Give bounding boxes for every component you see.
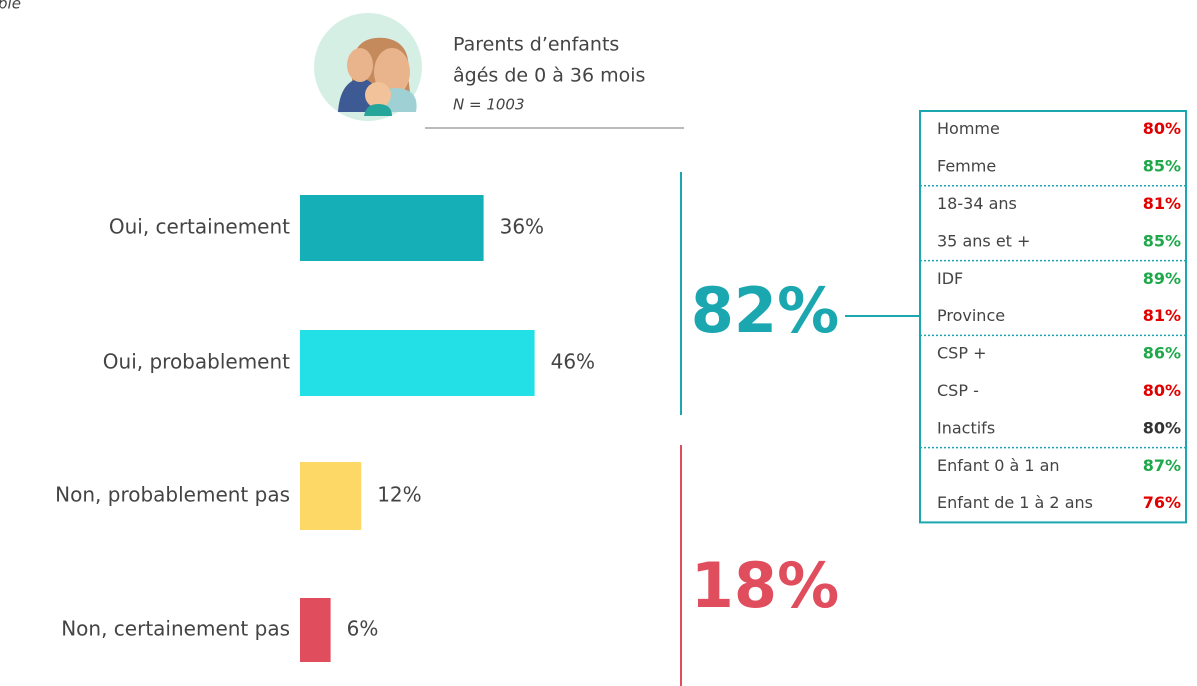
breakdown-value: 89% — [1143, 269, 1181, 288]
total-label: 18% — [691, 549, 839, 622]
value-label: 12% — [377, 483, 421, 507]
category-label: Oui, certainement — [109, 215, 290, 239]
header-line: Parents d’enfants — [453, 34, 619, 56]
value-label: 6% — [347, 617, 379, 641]
corner-note: ble — [0, 0, 21, 13]
bar — [300, 195, 484, 261]
breakdown-label: 35 ans et + — [937, 231, 1030, 250]
breakdown-value: 86% — [1143, 344, 1181, 363]
breakdown-value: 76% — [1143, 493, 1181, 512]
breakdown-value: 81% — [1143, 194, 1181, 213]
category-label: Non, certainement pas — [61, 617, 290, 641]
value-label: 46% — [551, 350, 595, 374]
header-line: âgés de 0 à 36 mois — [453, 65, 645, 87]
breakdown-box — [919, 110, 1187, 524]
breakdown-label: IDF — [937, 269, 963, 288]
breakdown-value: 87% — [1143, 456, 1181, 475]
breakdown-label: Province — [937, 306, 1005, 325]
bar — [300, 330, 535, 396]
breakdown-value: 85% — [1143, 157, 1181, 176]
breakdown-label: CSP + — [937, 344, 986, 363]
breakdown-value: 81% — [1143, 306, 1181, 325]
bar — [300, 462, 362, 530]
category-label: Non, probablement pas — [55, 483, 290, 507]
breakdown-value: 80% — [1143, 418, 1181, 437]
breakdown-label: Enfant 0 à 1 an — [937, 456, 1060, 475]
bar — [300, 598, 331, 662]
breakdown-label: Femme — [937, 157, 996, 176]
breakdown-label: Inactifs — [937, 418, 995, 437]
breakdown-value: 80% — [1143, 381, 1181, 400]
breakdown-value: 85% — [1143, 231, 1181, 250]
sample-size: N = 1003 — [453, 96, 525, 114]
total-label: 82% — [691, 274, 839, 347]
breakdown-label: Enfant de 1 à 2 ans — [937, 493, 1093, 512]
breakdown-label: Homme — [937, 119, 1000, 138]
breakdown-label: CSP - — [937, 381, 979, 400]
value-label: 36% — [500, 215, 544, 239]
breakdown-value: 80% — [1143, 119, 1181, 138]
avatar — [314, 13, 422, 121]
breakdown-label: 18-34 ans — [937, 194, 1017, 213]
category-label: Oui, probablement — [103, 350, 290, 374]
